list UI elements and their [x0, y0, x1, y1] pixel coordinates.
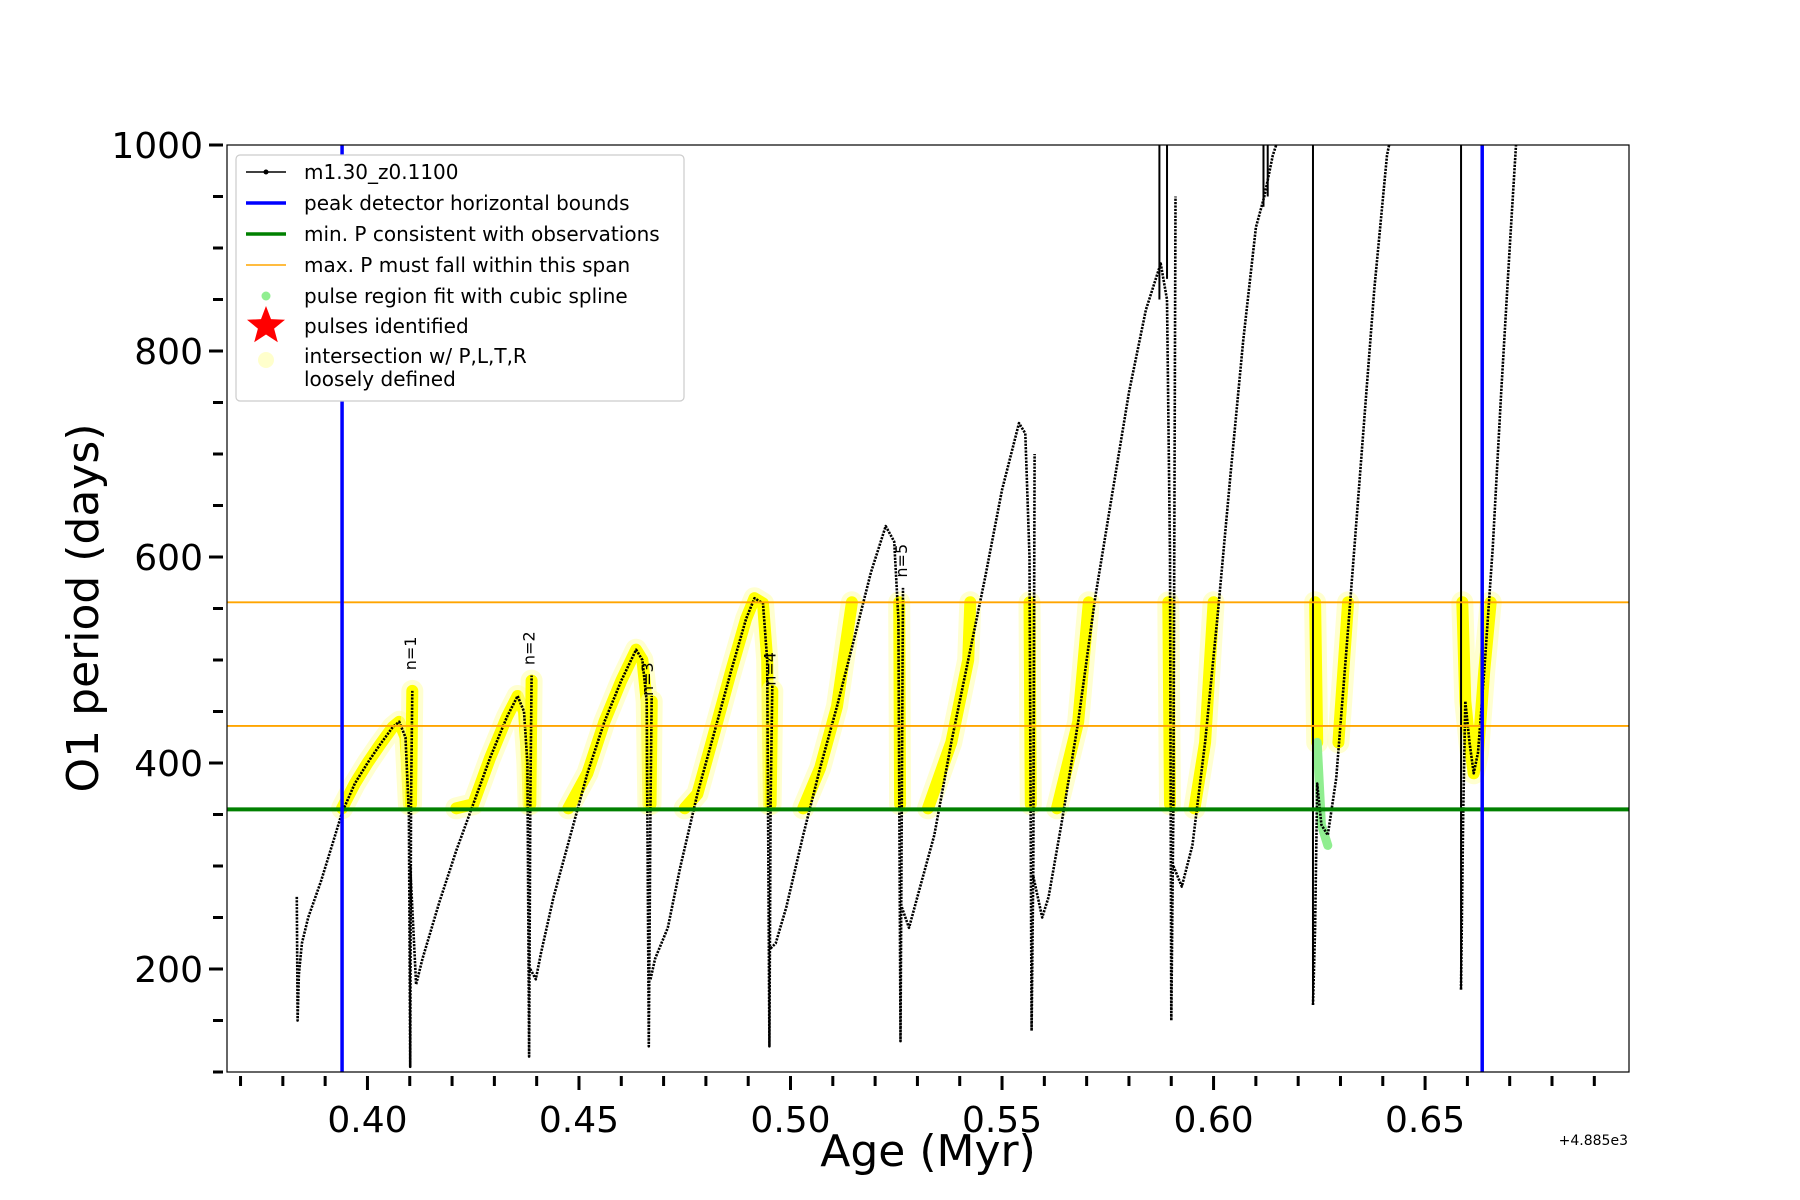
- intersection-segment: [797, 596, 858, 815]
- legend-label: pulse region fit with cubic spline: [304, 284, 628, 308]
- intersection-segment: [524, 674, 538, 811]
- x-tick-label: 0.40: [327, 1100, 407, 1141]
- model-track-segment: [769, 524, 905, 1043]
- y-axis-title: O1 period (days): [58, 424, 109, 793]
- model-track-segment: [1459, 144, 1518, 990]
- y-tick-label: 400: [134, 744, 203, 785]
- legend-dot-handle: [263, 169, 269, 175]
- pulse-label: n=3: [638, 662, 657, 696]
- legend-label: max. P must fall within this span: [304, 253, 630, 277]
- intersection-segment: [922, 596, 977, 815]
- y-tick-label: 200: [134, 950, 203, 991]
- axis-ticks: 0.40 0.45 0.50 0.55 0.60 0.65 200 400 600 800 1000: [111, 126, 1596, 1141]
- pulse-label: n=2: [520, 631, 539, 665]
- model-track-segment: [408, 675, 533, 1058]
- model-track-segment: [649, 596, 774, 1048]
- legend-frame: [235, 154, 685, 402]
- model-track-segment: [1172, 144, 1278, 888]
- series-layer: [295, 144, 1518, 1069]
- x-offset-label: +4.885e3: [1559, 1133, 1628, 1149]
- x-axis-title: Age (Myr): [820, 1126, 1036, 1177]
- intersection-segment: [1309, 596, 1324, 749]
- legend-label: loosely defined: [304, 367, 456, 391]
- x-tick-label: 0.55: [962, 1100, 1042, 1141]
- pulse-label: n=1: [401, 637, 420, 671]
- legend-label: m1.30_z0.1100: [304, 160, 459, 184]
- intersection-segment: [1051, 596, 1095, 815]
- y-tick-label: 1000: [111, 126, 203, 167]
- legend-star-handle: [247, 306, 285, 343]
- legend-label: peak detector horizontal bounds: [304, 191, 630, 215]
- legend-label: min. P consistent with observations: [304, 222, 660, 246]
- y-tick-label: 800: [134, 332, 203, 373]
- legend-dot-handle: [261, 291, 271, 301]
- x-tick-label: 0.60: [1173, 1100, 1253, 1141]
- pulse-label: n=4: [761, 652, 780, 686]
- model-track-segment: [1032, 196, 1177, 1022]
- x-tick-label: 0.50: [750, 1100, 830, 1141]
- legend-label: intersection w/ P,L,T,R: [304, 344, 527, 368]
- x-tick-label: 0.65: [1385, 1100, 1465, 1141]
- pulse-labels: n=1 n=2 n=3 n=4 n=5: [401, 544, 911, 696]
- pulse-label: n=5: [892, 544, 911, 578]
- model-track-segment: [295, 690, 414, 1069]
- x-tick-label: 0.45: [539, 1100, 619, 1141]
- reference-lines: [227, 145, 1629, 1072]
- y-tick-label: 600: [134, 538, 203, 579]
- model-track-segment: [529, 648, 653, 1048]
- legend-blob-handle: [258, 352, 274, 368]
- legend-label: pulses identified: [304, 314, 469, 338]
- model-track-segment: [1311, 144, 1391, 1006]
- model-track-segment: [900, 421, 1036, 1033]
- plot-frame: [226, 144, 1630, 1073]
